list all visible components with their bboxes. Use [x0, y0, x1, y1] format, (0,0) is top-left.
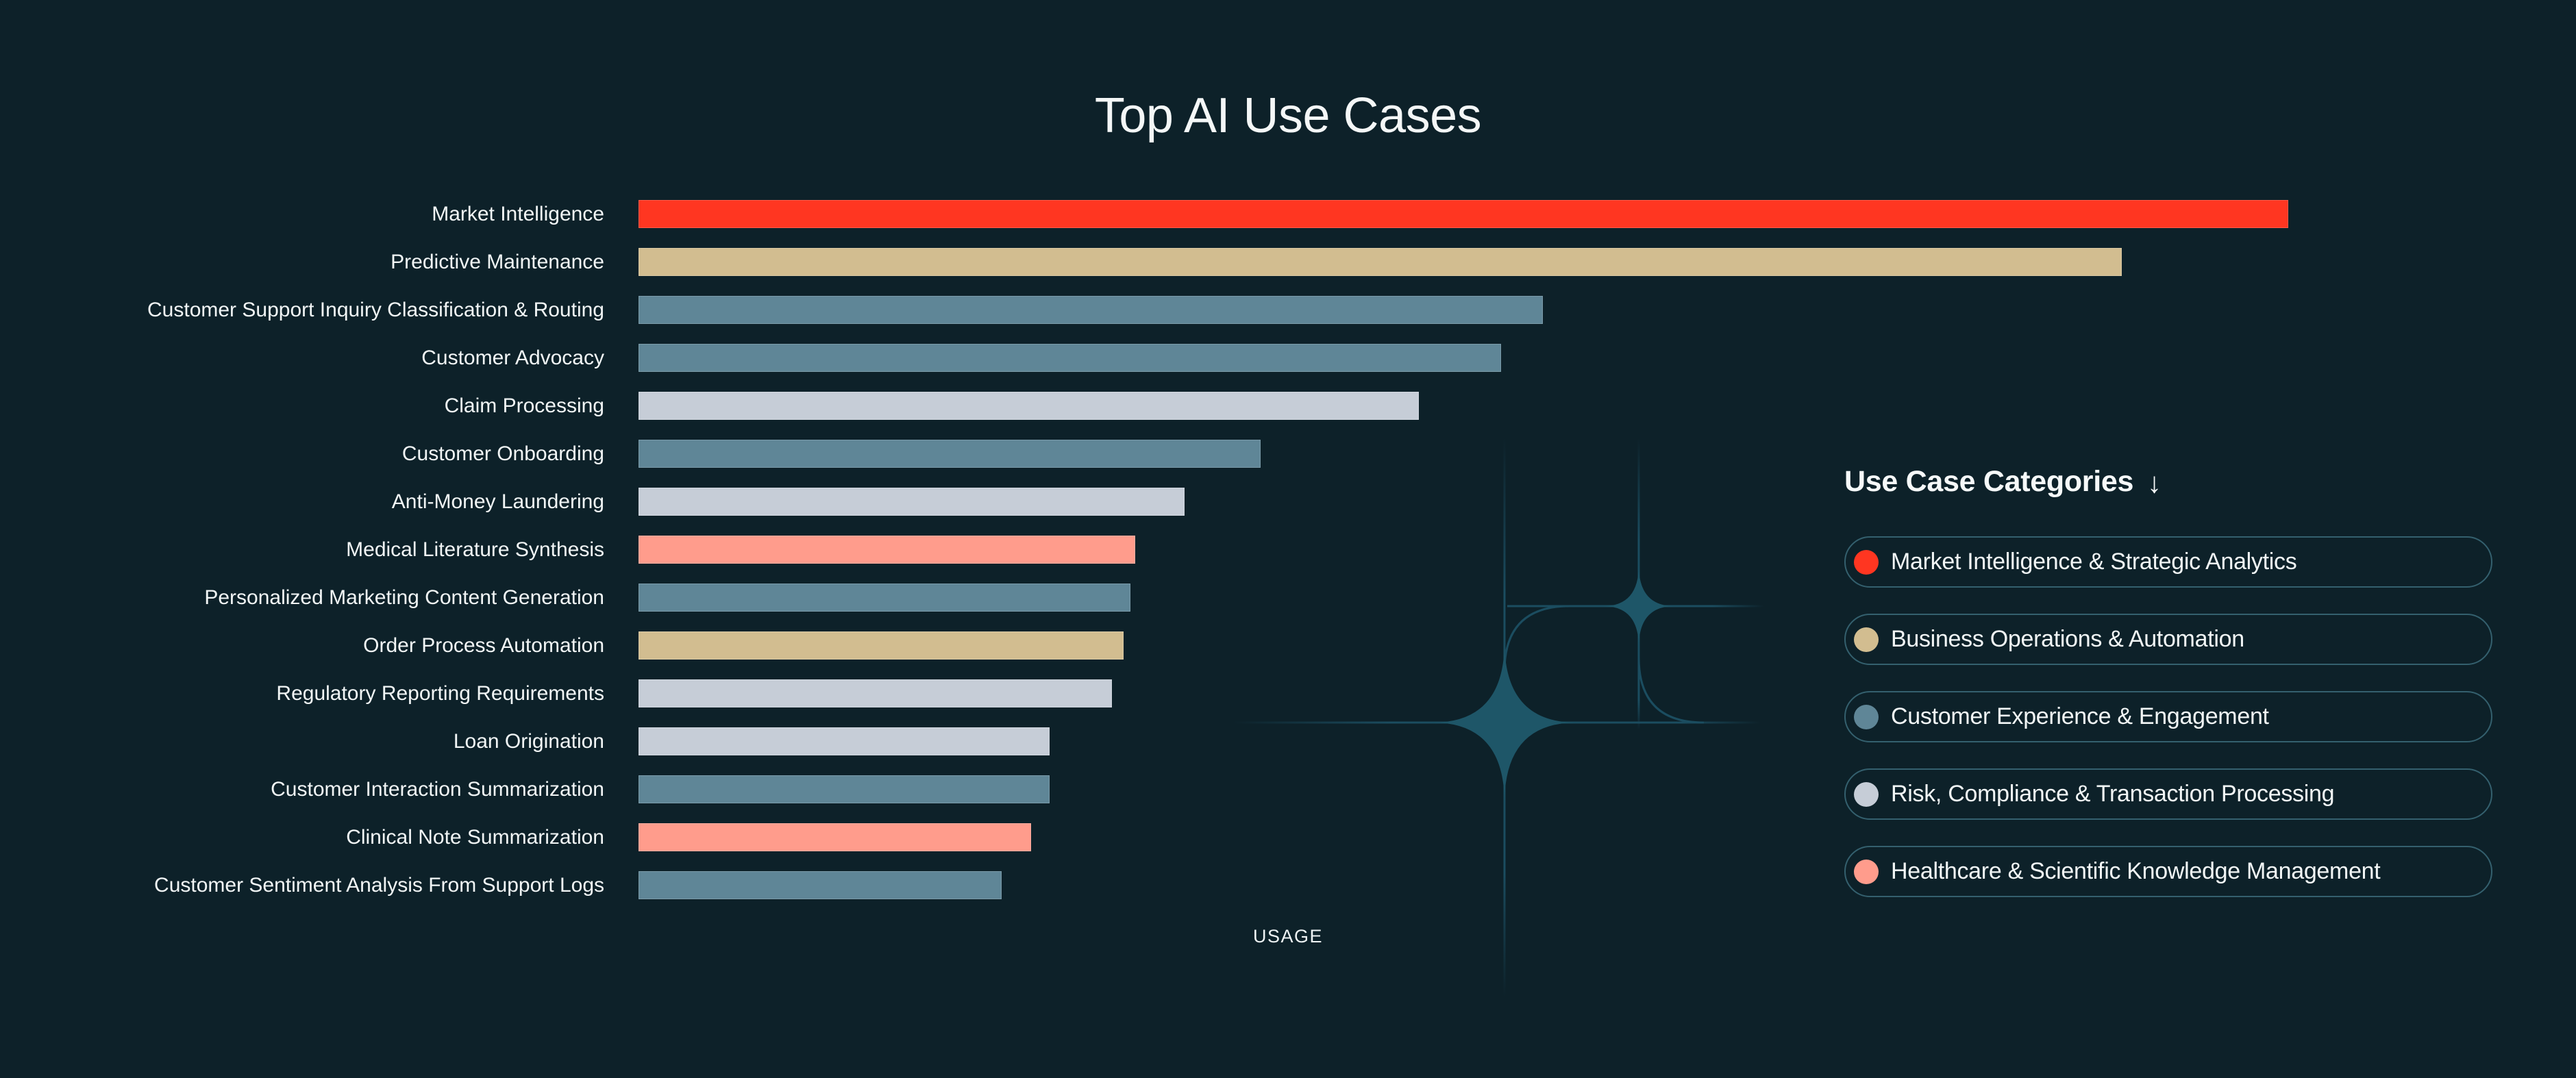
chart-row: Anti-Money Laundering: [0, 488, 2576, 516]
legend-item-label: Customer Experience & Engagement: [1891, 703, 2269, 729]
legend-item: Healthcare & Scientific Knowledge Manage…: [1844, 846, 2492, 897]
bar: [639, 488, 1185, 516]
legend-dot-icon: [1854, 859, 1879, 884]
small-sparkle-icon: [1603, 565, 1674, 647]
chart-row: Customer Support Inquiry Classification …: [0, 296, 2576, 324]
bar: [639, 679, 1112, 707]
bar: [639, 823, 1031, 851]
bar: [639, 536, 1135, 564]
bar: [639, 775, 1050, 803]
chart-row: Market Intelligence: [0, 200, 2576, 228]
bar: [639, 248, 2122, 276]
bar-label: Customer Support Inquiry Classification …: [147, 299, 604, 321]
bar-label: Customer Advocacy: [421, 347, 604, 369]
chart-row: Customer Interaction Summarization: [0, 775, 2576, 803]
chart-row: Customer Advocacy: [0, 344, 2576, 372]
legend-item: Customer Experience & Engagement: [1844, 691, 2492, 742]
legend-item-label: Market Intelligence & Strategic Analytic…: [1891, 549, 2297, 575]
legend-dot-icon: [1854, 549, 1879, 575]
legend-item-label: Healthcare & Scientific Knowledge Manage…: [1891, 858, 2381, 884]
chart-row: Customer Sentiment Analysis From Support…: [0, 871, 2576, 899]
bar-label: Medical Literature Synthesis: [346, 538, 604, 561]
big-sparkle-icon: [1433, 642, 1576, 803]
chart-row: Clinical Note Summarization: [0, 823, 2576, 851]
bar: [639, 296, 1543, 324]
legend-title: Use Case Categories ↓: [1844, 464, 2492, 499]
bar-label: Market Intelligence: [432, 203, 604, 225]
legend-item: Risk, Compliance & Transaction Processin…: [1844, 768, 2492, 820]
legend-item-label: Business Operations & Automation: [1891, 626, 2244, 652]
bar: [639, 631, 1124, 660]
bar: [639, 392, 1419, 420]
page-title: Top AI Use Cases: [1094, 88, 1482, 143]
bar-label: Customer Interaction Summarization: [271, 778, 604, 801]
chart-row: Loan Origination: [0, 727, 2576, 755]
bar: [639, 200, 2288, 228]
legend-dot-icon: [1854, 781, 1879, 807]
bar-label: Claim Processing: [444, 394, 604, 417]
bar-label: Customer Onboarding: [401, 442, 604, 465]
bar-label: Anti-Money Laundering: [391, 490, 604, 513]
bar-label: Loan Origination: [453, 730, 604, 753]
bar-label: Customer Sentiment Analysis From Support…: [154, 874, 604, 897]
legend-items: Market Intelligence & Strategic Analytic…: [1844, 536, 2492, 897]
bar: [639, 871, 1002, 899]
chart-row: Predictive Maintenance: [0, 248, 2576, 276]
legend-title-text: Use Case Categories: [1844, 465, 2134, 498]
bar-label: Order Process Automation: [363, 634, 604, 657]
x-axis-label: USAGE: [1252, 926, 1324, 947]
bar-label: Personalized Marketing Content Generatio…: [204, 586, 604, 609]
legend: Use Case Categories ↓ Market Intelligenc…: [1844, 464, 2492, 897]
bar-label: Predictive Maintenance: [391, 251, 604, 273]
chart-row: Medical Literature Synthesis: [0, 536, 2576, 564]
legend-item: Business Operations & Automation: [1844, 614, 2492, 665]
down-arrow-icon: ↓: [2147, 466, 2162, 499]
legend-dot-icon: [1854, 704, 1879, 729]
chart-row: Order Process Automation: [0, 631, 2576, 660]
legend-dot-icon: [1854, 627, 1879, 652]
bar: [639, 344, 1501, 372]
chart-row: Customer Onboarding: [0, 440, 2576, 468]
bar: [639, 584, 1130, 612]
legend-item-label: Risk, Compliance & Transaction Processin…: [1891, 781, 2335, 807]
bar-label: Clinical Note Summarization: [346, 826, 604, 849]
bar: [639, 727, 1050, 755]
chart-row: Personalized Marketing Content Generatio…: [0, 584, 2576, 612]
legend-item: Market Intelligence & Strategic Analytic…: [1844, 536, 2492, 588]
chart-row: Claim Processing: [0, 392, 2576, 420]
bar: [639, 440, 1261, 468]
chart-row: Regulatory Reporting Requirements: [0, 679, 2576, 707]
bar-label: Regulatory Reporting Requirements: [276, 682, 604, 705]
